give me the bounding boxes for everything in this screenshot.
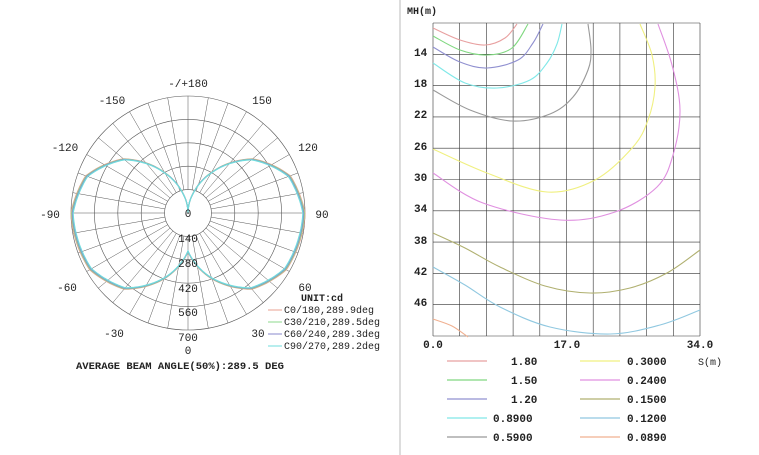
polar-legend: C0/180,289.9deg C30/210,289.5deg C60/240… (268, 305, 380, 353)
polar-spoke (195, 102, 229, 192)
polar-spoke (199, 233, 247, 315)
polar-spoke (191, 97, 209, 190)
angle-label: 150 (252, 96, 272, 108)
contour-line-0.2400 (432, 23, 681, 221)
legend-level: 0.8900 (493, 414, 533, 426)
contour-line-0.8900 (432, 23, 563, 89)
y-tick: 34 (414, 204, 428, 216)
radial-tick: 0 (185, 209, 192, 221)
angle-label: -120 (52, 143, 78, 155)
beam-angle-footer: AVERAGE BEAM ANGLE(50%):289.5 DEG (76, 361, 284, 373)
polar-spoke (86, 154, 168, 202)
polar-spoke (77, 220, 167, 254)
polar-spoke (167, 236, 185, 329)
polar-spoke (147, 102, 181, 192)
x-tick: 0.0 (423, 340, 443, 352)
polar-spoke (209, 172, 299, 206)
contour-line-1.50 (432, 23, 529, 56)
radial-tick: 560 (178, 308, 198, 320)
polar-spoke (98, 137, 171, 199)
x-tick: 17.0 (554, 340, 580, 352)
polar-spoke (205, 137, 278, 199)
y-tick: 30 (414, 173, 427, 185)
polar-spoke (208, 224, 290, 272)
angle-label: -/+180 (168, 79, 208, 91)
isolux-contour-chart (432, 22, 701, 338)
y-tick: 38 (414, 236, 428, 248)
angle-label: 0 (185, 346, 192, 358)
polar-spoke (202, 230, 264, 303)
legend-level: 1.50 (511, 376, 537, 388)
polar-spoke (112, 230, 174, 303)
polar-spoke (202, 123, 264, 196)
polar-series-3 (72, 159, 304, 289)
angle-label: -30 (104, 329, 124, 341)
legend-entry: C0/180,289.9deg (284, 305, 374, 317)
legend-level: 0.1200 (627, 414, 667, 426)
angle-label: 60 (298, 283, 311, 295)
angle-label: -90 (40, 210, 60, 222)
y-tick: 46 (414, 298, 427, 310)
legend-level: 1.80 (511, 357, 537, 369)
polar-spoke (72, 216, 165, 234)
y-tick: 26 (414, 142, 427, 154)
contour-line-1.20 (432, 23, 544, 69)
polar-spoke (98, 227, 171, 289)
contour-line-0.3000 (432, 23, 656, 193)
legend-level: 1.20 (511, 395, 537, 407)
contour-legend: 1.80 1.50 1.20 0.8900 0.5900 0.3000 0.2400 0.15… (447, 357, 667, 445)
polar-spoke (77, 172, 167, 206)
angle-label: 90 (315, 210, 328, 222)
legend-level: 0.3000 (627, 357, 667, 369)
angle-label: 120 (298, 143, 318, 155)
contour-line-0.5900 (432, 23, 592, 122)
contour-line-0.1200 (432, 266, 701, 335)
polar-spoke (167, 97, 185, 190)
legend-level: 0.5900 (493, 433, 533, 445)
y-tick: 18 (414, 79, 428, 91)
y-tick: 14 (414, 48, 428, 60)
y-tick: 42 (414, 267, 427, 279)
legend-entry: C90/270,289.2deg (284, 341, 380, 353)
angle-label: 30 (251, 329, 264, 341)
y-tick: 22 (414, 110, 427, 122)
polar-spoke (211, 216, 304, 234)
x-tick: 34.0 (687, 340, 713, 352)
radial-tick: 420 (178, 284, 198, 296)
polar-spoke (129, 233, 177, 315)
legend-level: 0.1500 (627, 395, 667, 407)
polar-spoke (72, 192, 165, 210)
polar-spoke (129, 111, 177, 193)
radial-tick: 280 (178, 259, 198, 271)
polar-intensity-chart (70, 95, 306, 331)
radial-tick: 700 (178, 333, 198, 345)
polar-spoke (86, 224, 168, 272)
polar-spoke (205, 227, 278, 289)
angle-label: -60 (57, 283, 77, 295)
legend-level: 0.2400 (627, 376, 667, 388)
legend-entry: C60/240,289.3deg (284, 329, 380, 341)
legend-entry: C30/210,289.5deg (284, 317, 380, 329)
polar-spoke (199, 111, 247, 193)
unit-label: UNIT:cd (301, 293, 343, 305)
radial-tick: 140 (178, 234, 198, 246)
polar-spoke (112, 123, 174, 196)
x-axis-label: S(m) (698, 357, 722, 369)
angle-label: -150 (99, 96, 125, 108)
contour-line-1.80 (432, 23, 518, 46)
polar-spoke (211, 192, 304, 210)
polar-spoke (191, 236, 209, 329)
contour-line-0.1500 (432, 232, 701, 294)
y-axis-label: MH(m) (407, 6, 437, 18)
polar-spoke (208, 154, 290, 202)
contour-line-0.0890 (432, 318, 469, 338)
polar-spoke (209, 220, 299, 254)
legend-level: 0.0890 (627, 433, 667, 445)
